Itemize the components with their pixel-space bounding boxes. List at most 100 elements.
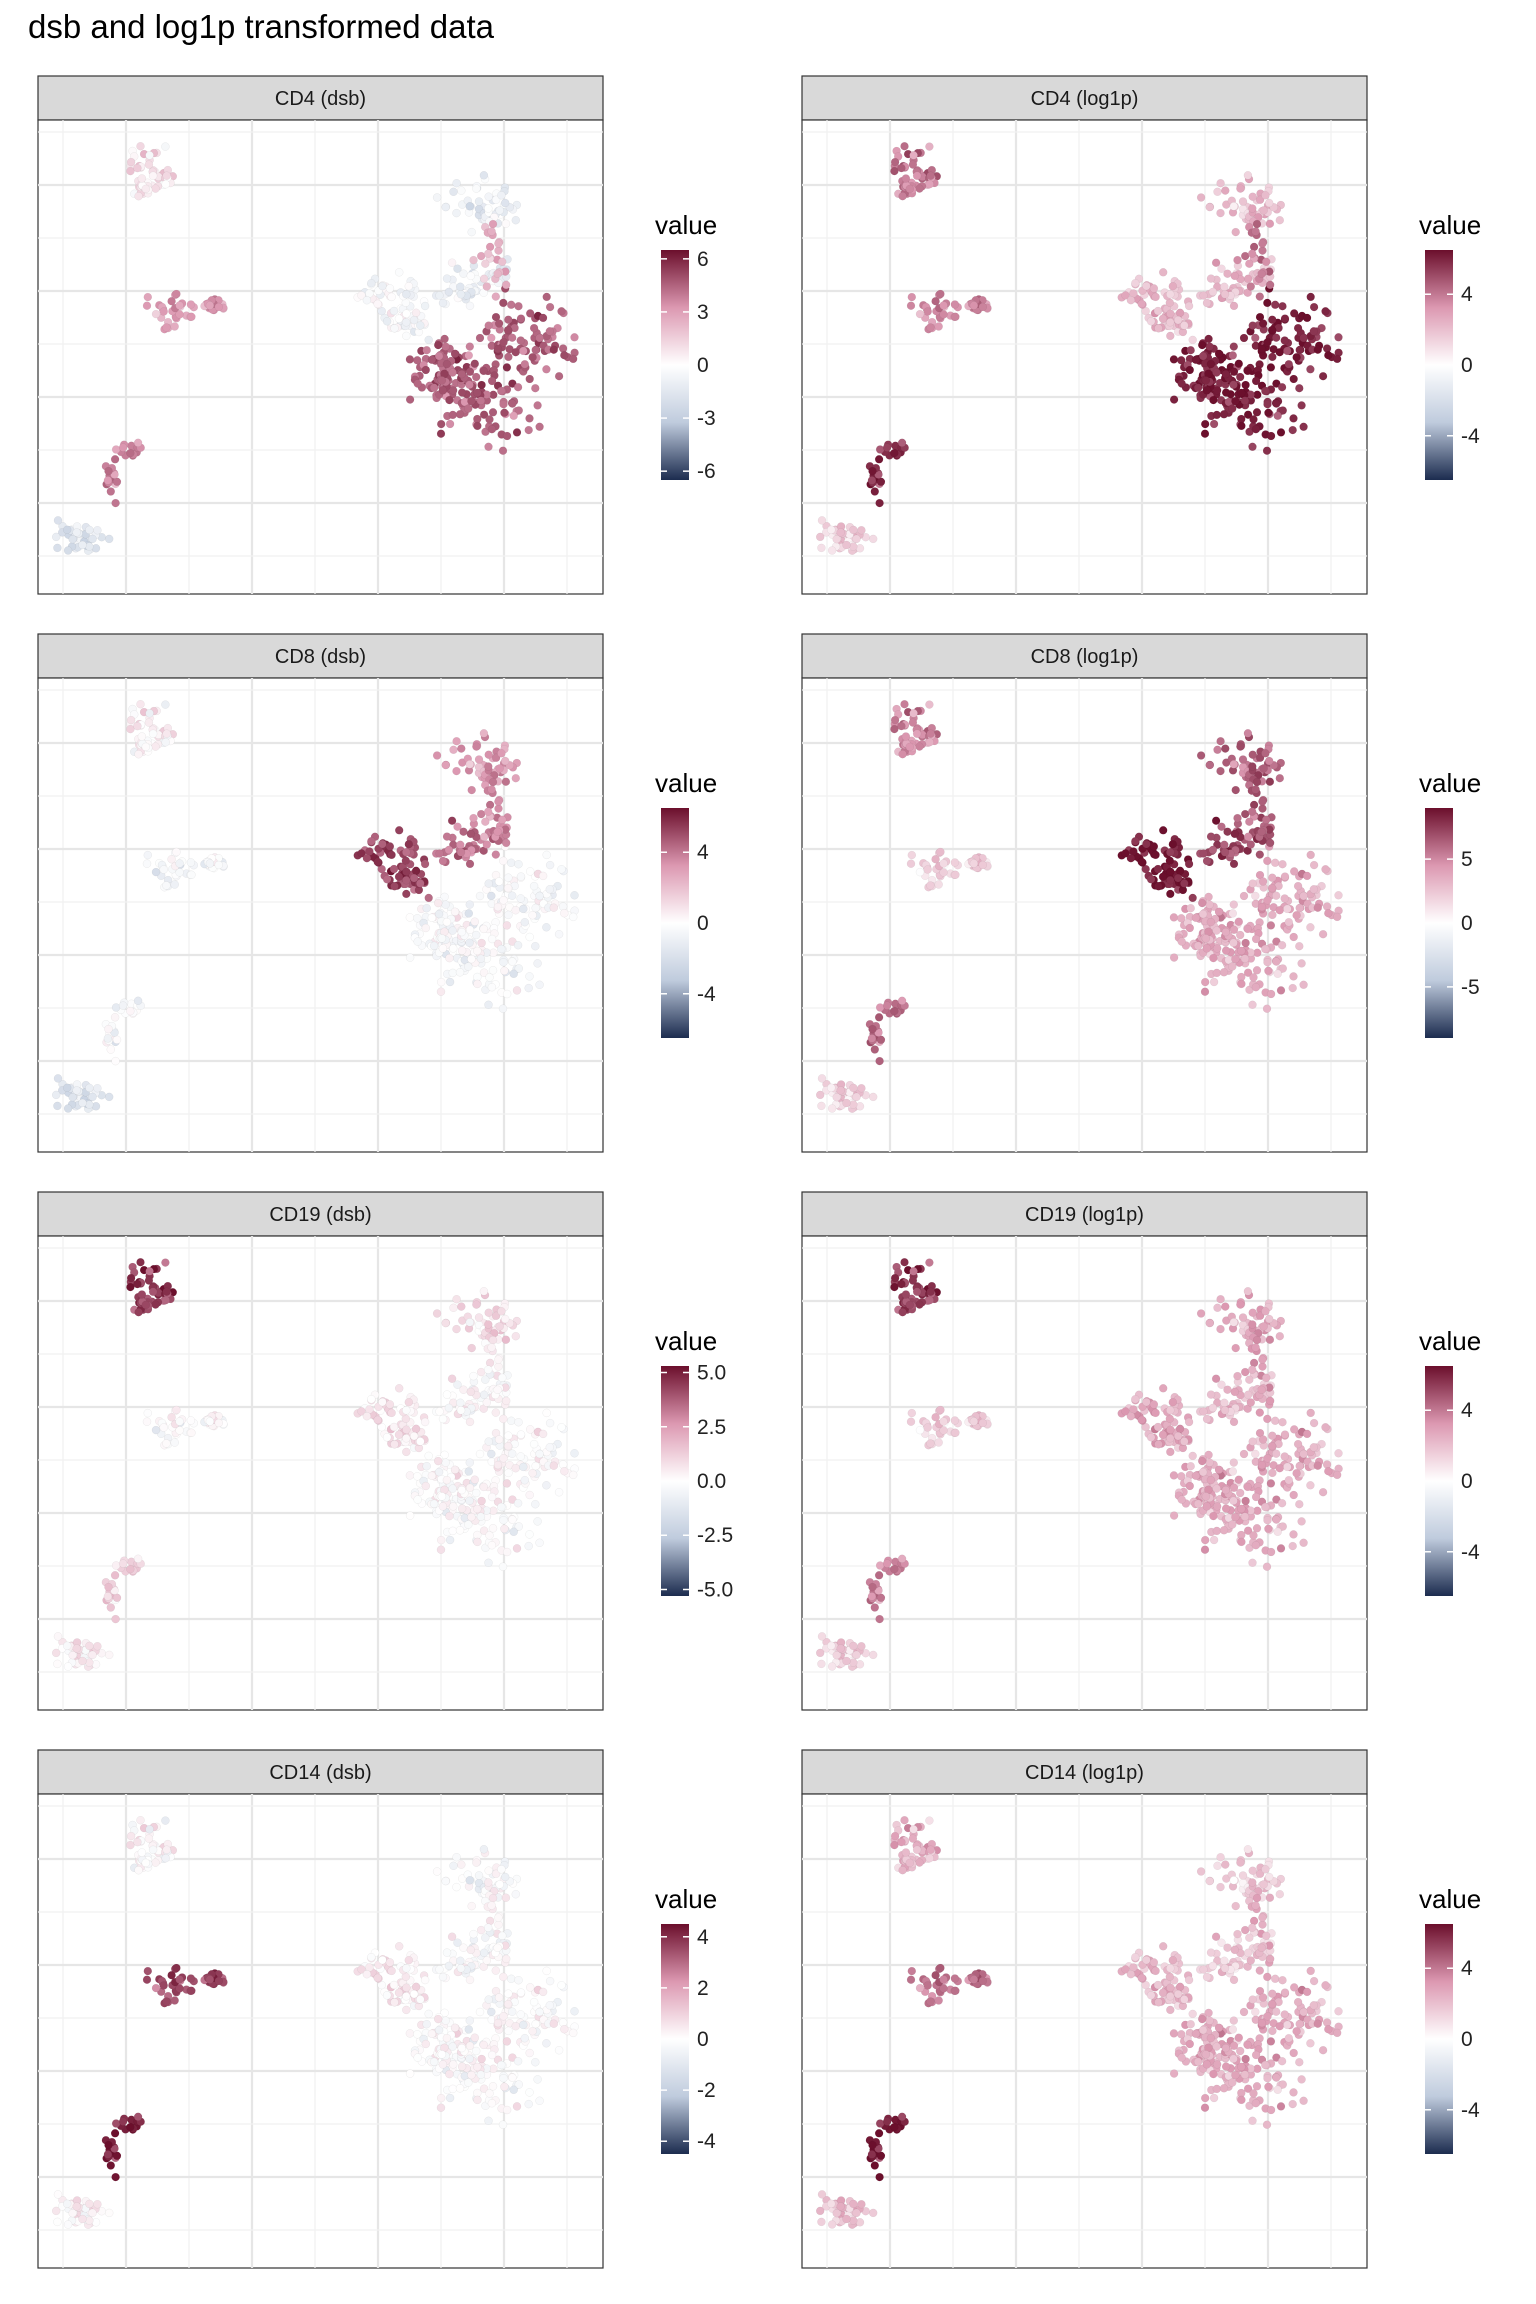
point-low-left	[876, 477, 886, 487]
point-right-bottom	[1306, 1408, 1315, 1418]
point-right-bottom	[421, 2039, 431, 2049]
point-right-bottom	[493, 344, 503, 354]
point-right-bottom	[1292, 352, 1301, 362]
point-right-bottom	[471, 930, 481, 940]
point-right-bottom	[421, 1481, 431, 1491]
point-right-bottom	[485, 2089, 494, 2098]
point-right-bottom	[433, 898, 443, 908]
point-right-left-lobe	[362, 1411, 372, 1421]
point-right-bottom	[1318, 1487, 1328, 1497]
point-mid-left	[950, 300, 960, 309]
point-mid-left	[170, 1996, 179, 2005]
point-right-bottom	[1289, 932, 1298, 942]
point-low-left	[126, 2122, 135, 2132]
point-right-left-lobe	[1126, 295, 1136, 305]
point-bottom-left	[53, 1074, 63, 1083]
point-right-bottom	[519, 904, 528, 914]
point-low-left	[111, 1614, 120, 1624]
point-right-upper-strip	[442, 1390, 452, 1399]
point-right-bottom	[1234, 359, 1244, 368]
point-bottom-left	[852, 1650, 861, 1660]
point-right-bottom	[436, 429, 446, 438]
point-right-bottom	[448, 368, 457, 377]
legend-tick-label: -4	[697, 983, 716, 1006]
point-right-bottom	[1271, 1449, 1281, 1458]
point-right-upper-strip	[459, 827, 468, 836]
point-right-scatter	[497, 257, 507, 267]
legend-tick-label: -5.0	[697, 1578, 733, 1601]
point-right-upper-strip	[438, 1972, 448, 1982]
point-top-left	[134, 749, 143, 759]
point-mid-left	[159, 865, 168, 874]
point-right-bottom	[473, 1504, 482, 1514]
point-mid-left	[167, 296, 176, 306]
point-mid-left	[978, 302, 988, 312]
point-right-scatter	[1251, 785, 1260, 794]
legend-title: value	[1419, 768, 1481, 798]
point-right-bottom	[1191, 1471, 1201, 1481]
point-right-left-lobe	[394, 1384, 404, 1393]
point-top-left	[144, 1276, 154, 1285]
point-right-left-lobe	[394, 268, 404, 277]
point-right-upper-strip	[444, 1403, 454, 1413]
point-right-bottom	[1251, 333, 1260, 343]
point-top-left	[141, 1300, 151, 1310]
point-right-upper-strip	[447, 816, 457, 825]
point-right-bottom	[554, 1487, 564, 1497]
point-right-left-lobe	[385, 1958, 395, 1967]
point-top-left	[148, 1845, 158, 1855]
point-right-bottom	[1249, 415, 1258, 424]
point-right-bottom	[1268, 1431, 1277, 1440]
point-right-upper-strip	[459, 1385, 468, 1394]
point-top-left	[161, 1258, 170, 1267]
point-low-left	[106, 1603, 116, 1612]
point-right-bottom	[1209, 419, 1219, 429]
legend-title: value	[655, 768, 717, 798]
point-right-bottom	[1197, 1456, 1207, 1466]
point-right-scatter	[482, 282, 492, 291]
point-right-bottom	[570, 333, 579, 342]
point-right-bottom	[503, 325, 513, 335]
point-right-bottom	[514, 1417, 523, 1427]
point-right-bottom	[457, 388, 467, 397]
point-right-bottom	[1302, 871, 1312, 881]
point-right-bottom	[1299, 1449, 1308, 1459]
point-right-bottom	[531, 383, 540, 393]
point-bottom-left	[868, 534, 878, 544]
point-top-left	[161, 179, 170, 189]
plot-area	[801, 1793, 1368, 2269]
point-low-left	[103, 1034, 113, 1043]
point-top-right	[1229, 202, 1239, 211]
point-right-bottom	[1229, 380, 1238, 390]
point-top-left	[897, 721, 906, 731]
point-right-bottom	[513, 940, 523, 950]
point-right-bottom	[464, 2025, 474, 2034]
point-right-upper-strip	[447, 1374, 457, 1383]
point-right-scatter	[494, 1913, 503, 1922]
point-right-left-lobe	[402, 1406, 411, 1415]
point-right-scatter	[469, 813, 478, 823]
point-right-bottom	[1177, 914, 1186, 923]
point-right-scatter	[1252, 777, 1262, 787]
point-right-upper-strip	[1230, 271, 1240, 281]
point-right-scatter	[487, 227, 496, 236]
point-right-bottom	[445, 2069, 454, 2079]
legend-title: value	[655, 1326, 717, 1356]
point-top-left	[161, 142, 170, 151]
point-right-scatter	[1261, 257, 1271, 267]
point-right-bottom	[487, 1449, 496, 1459]
point-right-left-lobe	[378, 1397, 387, 1407]
point-right-scatter	[1265, 838, 1275, 848]
point-top-left	[897, 163, 906, 173]
point-right-bottom	[1212, 944, 1222, 953]
point-bottom-left	[85, 2199, 94, 2209]
point-top-left	[145, 1267, 154, 1276]
point-right-bottom	[1212, 968, 1222, 978]
point-right-bottom	[560, 908, 569, 918]
point-mid-left	[175, 859, 184, 868]
point-low-left	[133, 996, 143, 1006]
point-right-bottom	[1263, 1414, 1272, 1424]
point-low-left	[103, 1592, 113, 1601]
point-top-right	[441, 202, 450, 212]
